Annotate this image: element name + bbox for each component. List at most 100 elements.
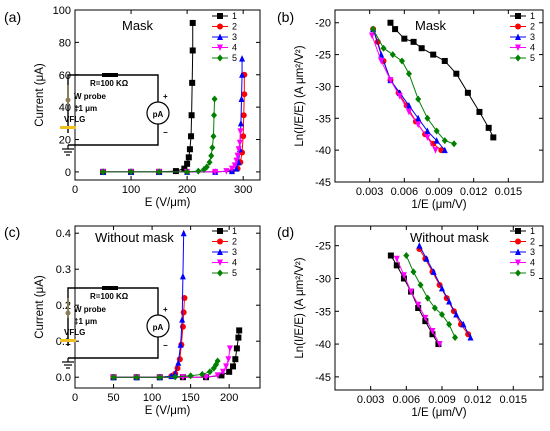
data-point xyxy=(460,320,467,328)
data-point xyxy=(387,77,394,84)
legend-marker xyxy=(515,23,521,30)
legend-marker xyxy=(217,259,223,266)
x-tick-label: 0.012 xyxy=(464,394,492,406)
x-tick-label: 0.012 xyxy=(460,186,488,198)
legend-label: 5 xyxy=(232,268,237,278)
series-5 xyxy=(110,357,221,381)
data-point xyxy=(211,111,218,119)
x-tick-label: 200 xyxy=(178,184,196,196)
data-point xyxy=(416,242,423,249)
data-point xyxy=(240,112,247,119)
data-point xyxy=(179,272,186,280)
legend-marker xyxy=(515,269,521,277)
data-point xyxy=(240,133,247,140)
series-3 xyxy=(416,242,474,341)
probe-tip-icon xyxy=(65,97,71,103)
series-1 xyxy=(387,19,497,141)
data-point xyxy=(211,95,218,103)
sample-label: VFLG xyxy=(64,328,85,337)
legend-label: 4 xyxy=(232,258,237,268)
legend-marker xyxy=(515,248,521,255)
x-tick-label: 0.006 xyxy=(393,394,421,406)
data-point xyxy=(476,108,483,115)
data-point xyxy=(206,158,213,166)
y-tick-label: -25 xyxy=(315,241,331,253)
y-tick-label: 0.0 xyxy=(56,372,71,384)
data-point xyxy=(405,102,412,109)
data-point xyxy=(184,160,191,167)
resistor-label: R=100 KΩ xyxy=(90,292,129,301)
sample-icon xyxy=(60,126,76,129)
data-point xyxy=(405,70,412,78)
x-axis-title: E (V/μm) xyxy=(145,197,191,209)
legend-label: 1 xyxy=(530,226,535,236)
legend-marker xyxy=(217,13,223,19)
y-tick-label: -40 xyxy=(315,145,331,157)
series-1 xyxy=(100,19,196,175)
y-axis-title: Ln(I/E/E) (A μm²/V²) xyxy=(294,257,306,358)
series-4 xyxy=(368,32,439,154)
plot-frame xyxy=(334,9,544,183)
series-line xyxy=(103,131,241,173)
sample-label: VFLG xyxy=(64,115,85,124)
legend-marker xyxy=(515,13,521,19)
y-tick-label: -45 xyxy=(315,177,331,189)
data-point xyxy=(446,297,453,305)
x-tick-label: 150 xyxy=(181,392,199,404)
legend-label: 1 xyxy=(232,226,237,236)
legend-marker xyxy=(217,269,223,277)
series-4 xyxy=(393,255,443,348)
data-point xyxy=(206,368,213,376)
chart-title: Mask xyxy=(122,18,154,33)
data-point xyxy=(408,288,415,296)
ammeter-minus: − xyxy=(163,341,168,350)
data-point xyxy=(393,262,400,269)
ammeter-plus: + xyxy=(163,92,168,101)
data-point xyxy=(451,140,458,148)
data-point xyxy=(187,372,194,380)
data-point xyxy=(180,309,187,316)
x-tick-label: 200 xyxy=(220,392,238,404)
legend-marker xyxy=(515,54,521,62)
data-point xyxy=(401,35,408,42)
legend-marker xyxy=(515,259,521,266)
data-point xyxy=(370,25,377,33)
series-5 xyxy=(403,252,459,342)
chart-title: Without mask xyxy=(410,230,489,245)
panel-label: (a) xyxy=(4,9,21,25)
data-point xyxy=(235,146,242,153)
data-point xyxy=(399,57,406,65)
legend-marker xyxy=(515,238,521,245)
data-point xyxy=(214,372,221,379)
series-3 xyxy=(100,55,246,175)
data-point xyxy=(231,162,238,169)
legend-label: 2 xyxy=(530,22,535,32)
data-point xyxy=(225,356,232,363)
data-point xyxy=(485,124,492,131)
probe-tip-icon xyxy=(65,310,71,316)
data-point xyxy=(220,368,226,376)
data-point xyxy=(415,301,422,309)
data-point xyxy=(156,373,163,381)
legend-label: 2 xyxy=(232,237,237,247)
data-point xyxy=(464,89,471,96)
panel-label: (c) xyxy=(4,224,20,240)
data-point xyxy=(177,341,184,348)
chart-panel-2: 0.003 0.006 0.009 0.012 0.015 -45 -40 -35 -30 -25… xyxy=(277,9,544,211)
data-point xyxy=(156,168,163,176)
gap-label: ‡1 μm xyxy=(74,104,97,113)
data-point xyxy=(378,57,385,65)
data-point xyxy=(403,252,410,260)
series-line xyxy=(103,74,245,173)
x-axis-title: E (V/μm) xyxy=(145,405,191,417)
ammeter-label: pA xyxy=(153,110,164,119)
data-point xyxy=(185,154,192,161)
legend-label: 3 xyxy=(530,247,535,257)
x-tick-label: 300 xyxy=(234,184,252,196)
data-point xyxy=(490,134,497,141)
data-point xyxy=(236,139,243,147)
ammeter-icon xyxy=(146,101,170,125)
legend-label: 5 xyxy=(232,53,237,63)
